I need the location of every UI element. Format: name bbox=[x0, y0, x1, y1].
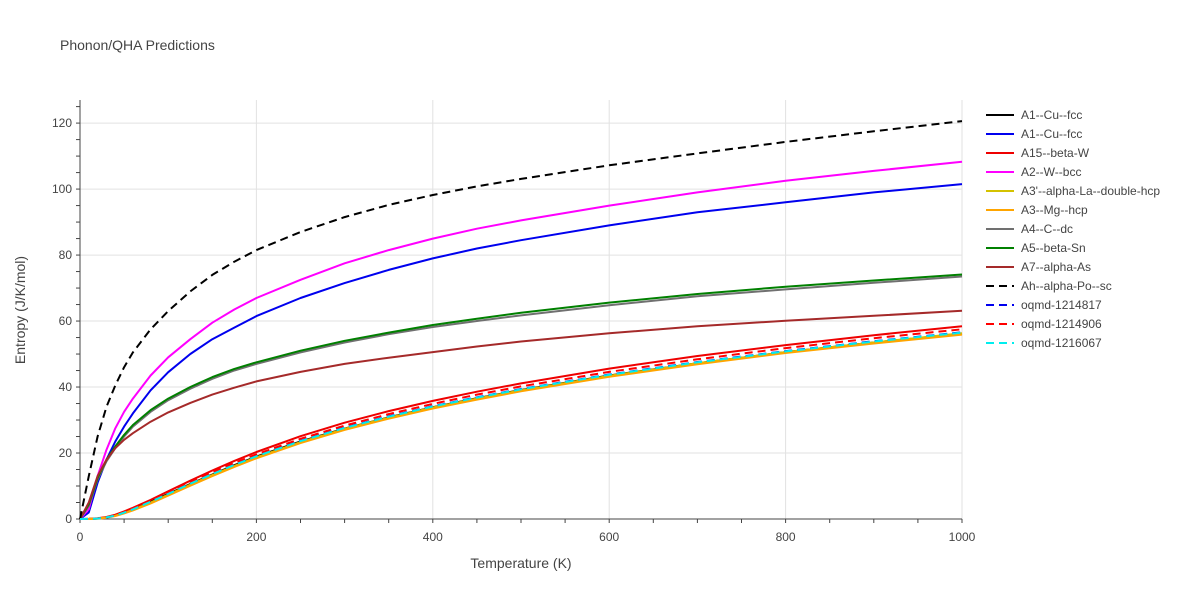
series-line-8 bbox=[79, 309, 963, 520]
y-tick-label: 60 bbox=[59, 314, 73, 328]
x-tick-label: 400 bbox=[423, 530, 443, 544]
legend-label: A2--W--bcc bbox=[1021, 165, 1081, 179]
plot-area bbox=[79, 120, 963, 520]
legend-label: oqmd-1216067 bbox=[1021, 336, 1102, 350]
legend-label: A5--beta-Sn bbox=[1021, 241, 1086, 255]
y-axis-title: Entropy (J/K/mol) bbox=[12, 256, 28, 364]
y-tick-label: 80 bbox=[59, 248, 73, 262]
chart-title: Phonon/QHA Predictions bbox=[60, 37, 215, 53]
series-line-1 bbox=[79, 183, 963, 520]
axes: 0 200 400 600 800 1000 0 20 40 60 80 100 120 bbox=[52, 100, 976, 544]
x-tick-label: 1000 bbox=[949, 530, 976, 544]
legend: A1--Cu--fcc A1--Cu--fcc A15--beta-W A2--W--… bbox=[986, 108, 1160, 350]
series-line-10 bbox=[79, 331, 963, 520]
y-tick-label: 40 bbox=[59, 380, 73, 394]
x-tick-label: 0 bbox=[77, 530, 84, 544]
y-tick-label: 20 bbox=[59, 446, 73, 460]
series-line-0 bbox=[79, 332, 963, 520]
series-line-11 bbox=[79, 328, 963, 520]
legend-label: A4--C--dc bbox=[1021, 222, 1073, 236]
legend-label: oqmd-1214817 bbox=[1021, 298, 1102, 312]
x-tick-label: 600 bbox=[599, 530, 619, 544]
x-tick-label: 200 bbox=[246, 530, 266, 544]
series-line-12 bbox=[79, 331, 963, 520]
legend-label: A7--alpha-As bbox=[1021, 260, 1091, 274]
legend-label: oqmd-1214906 bbox=[1021, 317, 1102, 331]
series-line-4 bbox=[79, 332, 963, 520]
grid bbox=[80, 100, 963, 519]
legend-label: A1--Cu--fcc bbox=[1021, 127, 1082, 141]
series-line-2 bbox=[79, 325, 963, 520]
y-tick-label: 0 bbox=[65, 512, 72, 526]
legend-label: A3--Mg--hcp bbox=[1021, 203, 1088, 217]
legend-label: A1--Cu--fcc bbox=[1021, 108, 1082, 122]
series-line-5 bbox=[80, 333, 963, 520]
y-tick-label: 100 bbox=[52, 182, 72, 196]
legend-label: A15--beta-W bbox=[1021, 146, 1090, 160]
series-line-7 bbox=[79, 273, 963, 520]
x-tick-label: 800 bbox=[776, 530, 796, 544]
x-axis-title: Temperature (K) bbox=[470, 555, 571, 571]
y-tick-label: 120 bbox=[52, 116, 72, 130]
series-line-9 bbox=[79, 120, 963, 520]
legend-label: A3'--alpha-La--double-hcp bbox=[1021, 184, 1160, 198]
legend-label: Ah--alpha-Po--sc bbox=[1021, 279, 1112, 293]
series-line-3 bbox=[79, 160, 963, 520]
